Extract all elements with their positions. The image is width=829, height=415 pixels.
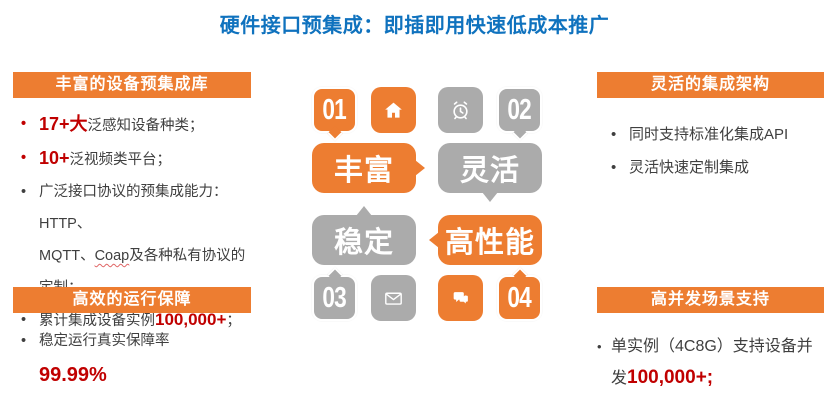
quadrant-03-stable: 稳定 03 — [312, 206, 416, 321]
panel-operation-guarantee: 高效的运行保障 稳定运行真实保障率 99.99% — [13, 287, 251, 393]
panel-high-concurrency: 高并发场景支持 单实例（4C8G）支持设备并 发100,000+; — [597, 287, 824, 394]
number-badge-02: 02 — [497, 87, 542, 133]
quadrant-01-label-box: 丰富 — [312, 143, 425, 193]
page-title: 硬件接口预集成：即插即用快速低成本推广 — [219, 15, 610, 37]
device-library-list: 17+大泛感知设备种类； 10+泛视频类平台； 广泛接口协议的预集成能力：HTT… — [13, 108, 251, 337]
panel-integration-architecture: 灵活的集成架构 同时支持标准化集成API 灵活快速定制集成 — [597, 72, 824, 184]
section-header-architecture: 灵活的集成架构 — [597, 72, 824, 98]
quadrant-02-top-row: 02 — [438, 87, 542, 133]
list-item-text: 泛感知设备种类； — [87, 118, 204, 134]
operation-list: 稳定运行真实保障率 99.99% — [13, 325, 251, 393]
stat-highlight: 10+ — [39, 148, 70, 168]
number-badge-03: 03 — [312, 275, 357, 321]
quadrant-label: 稳定 — [333, 227, 394, 259]
list-item: 同时支持标准化集成API — [597, 118, 824, 151]
quadrant-02-label-box: 灵活 — [438, 143, 542, 202]
list-item: 广泛接口协议的预集成能力：HTTP、 MQTT、Coap及各种私有协议的定制； — [13, 176, 251, 304]
badge-number: 04 — [507, 281, 532, 314]
list-item: 单实例（4C8G）支持设备并 发100,000+; — [597, 331, 824, 394]
section-header-concurrency: 高并发场景支持 — [597, 287, 824, 313]
list-item: 稳定运行真实保障率 99.99% — [13, 325, 251, 393]
list-item-text: 稳定运行真实保障率 — [39, 333, 170, 349]
feature-quadrant-grid: 01 丰富 — [312, 87, 542, 321]
section-header-device-library: 丰富的设备预集成库 — [13, 72, 251, 98]
section-header-operation: 高效的运行保障 — [13, 287, 251, 313]
concurrency-list: 单实例（4C8G）支持设备并 发100,000+; — [597, 331, 824, 394]
quadrant-label: 丰富 — [333, 155, 394, 187]
home-icon — [371, 87, 416, 133]
list-item: 灵活快速定制集成 — [597, 151, 824, 184]
quadrant-04-label-box: 高性能 — [429, 215, 542, 265]
quadrant-03-bottom-row: 03 — [312, 275, 416, 321]
stat-highlight: 99.99% — [39, 364, 107, 386]
number-badge-01: 01 — [312, 87, 357, 133]
stat-highlight: 17+大 — [39, 114, 88, 134]
badge-number: 03 — [322, 281, 347, 314]
list-item-text: 单实例（4C8G）支持设备并 — [611, 338, 813, 355]
alarm-clock-icon — [438, 87, 483, 133]
quadrant-label: 灵活 — [459, 155, 520, 187]
list-item-text: 广泛接口协议的预集成能力：HTTP、 — [39, 184, 228, 232]
list-item-text: 发 — [611, 370, 628, 387]
spellcheck-word: Coap — [94, 248, 130, 264]
stat-highlight: 100,000+; — [627, 367, 714, 388]
quadrant-01-rich: 01 丰富 — [312, 87, 425, 193]
list-item: 17+大泛感知设备种类； — [13, 108, 251, 142]
quadrant-03-label-box: 稳定 — [312, 206, 416, 265]
badge-number: 01 — [322, 93, 347, 126]
quadrant-04-performance: 高性能 04 — [429, 215, 542, 321]
architecture-list: 同时支持标准化集成API 灵活快速定制集成 — [597, 118, 824, 184]
number-badge-04: 04 — [497, 275, 542, 321]
chat-icon — [438, 275, 483, 321]
badge-number: 02 — [507, 93, 532, 126]
panel-device-library: 丰富的设备预集成库 17+大泛感知设备种类； 10+泛视频类平台； 广泛接口协议… — [13, 72, 251, 337]
quadrant-02-flexible: 02 灵活 — [438, 87, 542, 202]
quadrant-04-bottom-row: 04 — [438, 275, 542, 321]
quadrant-01-top-row: 01 — [312, 87, 416, 133]
list-item-text: 泛视频类平台； — [69, 152, 172, 168]
list-item-text: MQTT、 — [39, 248, 95, 264]
quadrant-label: 高性能 — [444, 227, 535, 259]
mail-icon — [371, 275, 416, 321]
list-item: 10+泛视频类平台； — [13, 142, 251, 176]
